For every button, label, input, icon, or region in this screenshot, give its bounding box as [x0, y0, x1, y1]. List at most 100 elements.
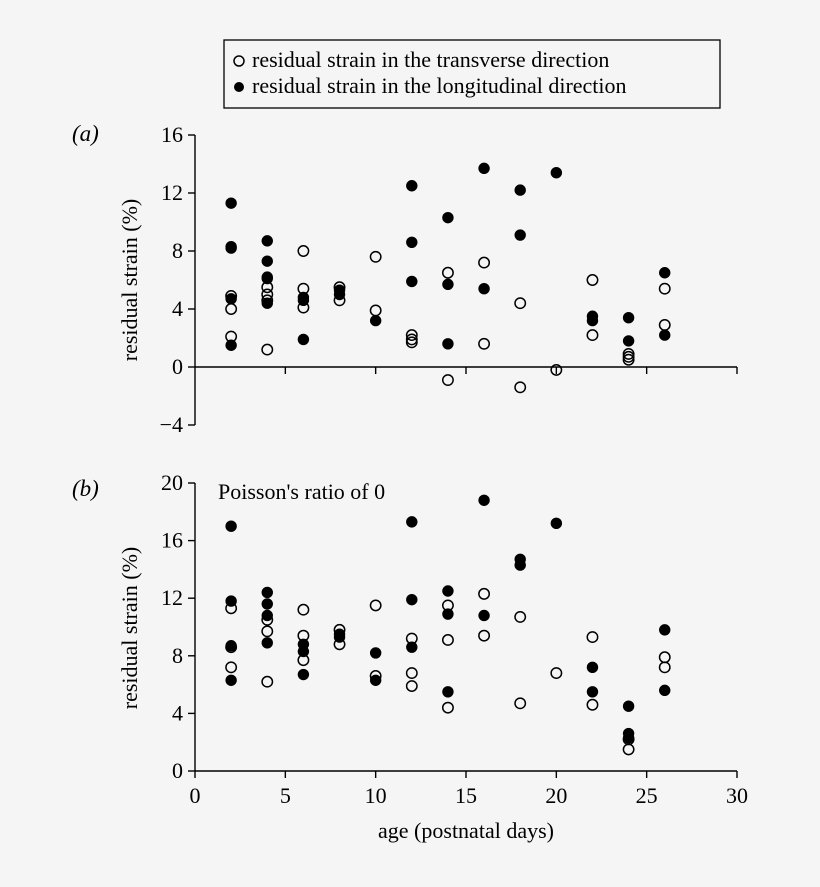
a-point-transverse [405, 333, 418, 346]
a-point-transverse [478, 337, 491, 350]
b-y-tick-label: 4 [172, 700, 183, 725]
b-y-tick-label: 12 [161, 585, 183, 610]
a-point-transverse [261, 343, 274, 356]
a-y-tick-label: 16 [161, 122, 183, 147]
b-point-longitudinal [225, 674, 237, 686]
panel-a: (a) residual strain (%) −4 0 4 8 12 16 [72, 121, 738, 437]
b-point-longitudinal [406, 641, 418, 653]
panel-a-ylabel: residual strain (%) [117, 199, 142, 362]
b-x-tick-label: 5 [280, 783, 291, 808]
a-point-longitudinal [442, 211, 454, 224]
b-point-longitudinal [297, 645, 310, 658]
a-point-transverse [441, 266, 454, 279]
legend-box [223, 39, 721, 109]
b-point-transverse [550, 667, 563, 680]
b-point-transverse [405, 680, 418, 692]
a-point-transverse [405, 329, 418, 342]
a-point-longitudinal [514, 229, 526, 241]
b-point-longitudinal [659, 624, 671, 636]
a-y-tick-label: 12 [161, 180, 183, 205]
b-point-longitudinal [550, 517, 563, 530]
a-point-transverse [405, 336, 418, 349]
a-point-longitudinal [406, 275, 418, 288]
b-point-longitudinal [261, 609, 273, 622]
b-point-transverse [658, 661, 671, 674]
b-point-transverse [225, 661, 238, 674]
panel-b-ylabel: residual strain (%) [117, 547, 142, 710]
b-x-tick-label: 30 [726, 783, 748, 808]
b-point-longitudinal [622, 732, 635, 744]
panel-a-axes: −4 0 4 8 12 16 [160, 122, 738, 437]
b-point-longitudinal [586, 686, 599, 698]
a-point-longitudinal [225, 293, 237, 305]
a-point-transverse [622, 348, 635, 360]
b-point-transverse [622, 743, 635, 756]
a-point-transverse [658, 319, 671, 331]
b-y-tick-label: 0 [172, 758, 183, 783]
b-y-tick-label: 20 [161, 470, 183, 495]
legend-label-transverse: residual strain in the transverse direct… [252, 47, 609, 72]
b-point-transverse [658, 651, 671, 664]
b-point-transverse [369, 599, 382, 612]
b-point-longitudinal [586, 661, 599, 674]
a-point-transverse [658, 282, 671, 295]
a-y-tick-label: 4 [172, 296, 183, 321]
b-point-transverse [405, 667, 418, 680]
a-point-longitudinal [478, 283, 490, 295]
a-y-tick-label: 0 [172, 354, 183, 379]
a-point-longitudinal [297, 333, 310, 346]
a-point-longitudinal [406, 236, 418, 249]
b-point-transverse [441, 701, 454, 714]
a-point-longitudinal [622, 335, 635, 347]
b-point-longitudinal [333, 631, 346, 643]
b-point-transverse [261, 625, 274, 638]
b-x-tick-label: 15 [455, 783, 477, 808]
b-point-longitudinal [442, 686, 454, 698]
b-point-longitudinal [622, 700, 635, 712]
b-y-tick-label: 16 [161, 528, 183, 553]
b-point-longitudinal [225, 520, 237, 532]
a-point-transverse [441, 374, 454, 386]
b-point-longitudinal [659, 684, 671, 697]
a-point-transverse [514, 381, 527, 394]
a-point-longitudinal [659, 329, 671, 341]
a-point-longitudinal [261, 235, 273, 247]
a-point-transverse [622, 350, 635, 363]
b-point-transverse [441, 634, 454, 646]
legend-open-marker [233, 55, 245, 67]
panel-b-label: (b) [72, 476, 99, 501]
a-point-transverse [514, 297, 527, 310]
a-point-transverse [478, 256, 491, 269]
b-point-longitudinal [225, 640, 237, 652]
panel-b-annotation: Poisson's ratio of 0 [218, 479, 385, 504]
b-point-longitudinal [514, 559, 526, 571]
b-x-tick-label: 25 [636, 783, 658, 808]
a-point-longitudinal [442, 338, 454, 350]
legend-label-longitudinal: residual strain in the longitudinal dire… [252, 73, 627, 98]
b-point-transverse [261, 675, 274, 688]
a-point-transverse [622, 353, 635, 366]
a-point-transverse [550, 363, 563, 376]
b-point-transverse [586, 698, 599, 711]
a-point-longitudinal [550, 167, 563, 179]
a-point-transverse [297, 245, 310, 257]
a-point-longitudinal [369, 314, 382, 327]
a-point-longitudinal [514, 184, 526, 196]
a-point-longitudinal [261, 255, 273, 267]
b-point-longitudinal [369, 674, 382, 686]
panel-a-label: (a) [72, 121, 99, 146]
a-point-longitudinal [261, 272, 273, 285]
a-point-longitudinal [406, 180, 418, 192]
a-point-transverse [586, 274, 599, 286]
b-x-tick-label: 0 [190, 783, 201, 808]
b-point-longitudinal [261, 598, 273, 610]
b-point-longitudinal [478, 609, 490, 622]
panel-b-axes: 0 4 8 12 16 20 0 5 10 15 20 25 30 [161, 470, 748, 808]
b-point-transverse [514, 610, 527, 623]
a-point-longitudinal [333, 288, 346, 301]
b-point-longitudinal [261, 637, 273, 649]
b-point-longitudinal [478, 494, 490, 506]
a-point-longitudinal [225, 242, 237, 254]
